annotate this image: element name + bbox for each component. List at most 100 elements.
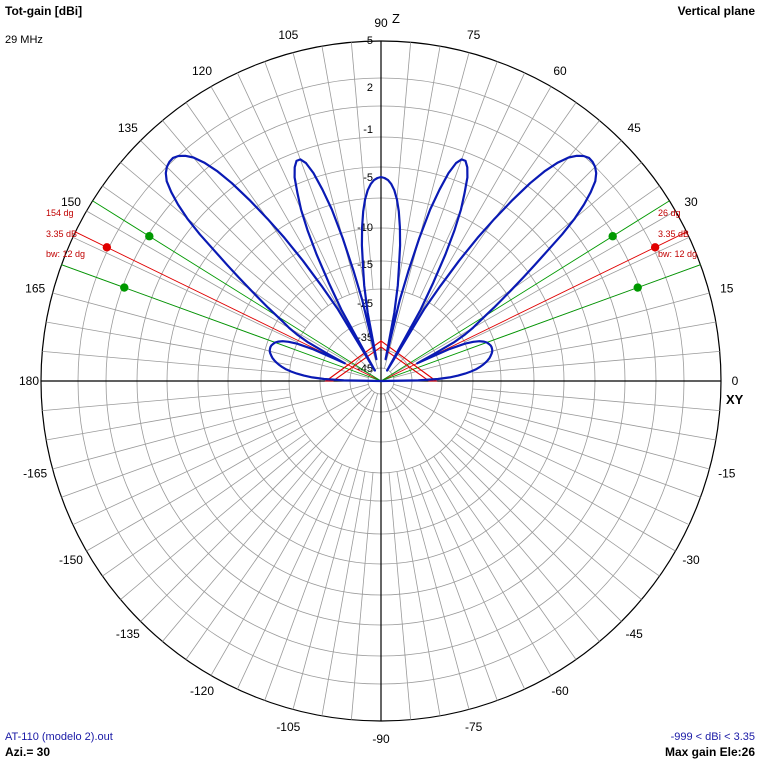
grid-spoke	[236, 72, 343, 298]
grid-spoke	[102, 433, 306, 577]
annotation-right-bw: bw: 12 dg	[658, 249, 697, 259]
grid-spoke	[451, 439, 642, 600]
angle-tick-label: -75	[465, 720, 483, 734]
grid-spoke	[321, 471, 366, 716]
grid-spoke	[471, 321, 716, 366]
grid-spoke	[439, 451, 600, 642]
polar-grid	[40, 40, 722, 722]
grid-spoke	[264, 467, 350, 701]
radial-tick-label: -15	[357, 259, 373, 271]
grid-spoke	[350, 42, 374, 290]
angle-tick-label: 135	[118, 121, 138, 135]
grid-spoke	[456, 433, 660, 577]
radial-tick-label: 5	[367, 35, 373, 47]
grid-spoke	[86, 210, 370, 375]
half-power-line-right	[380, 200, 670, 382]
half-power-line-left	[61, 264, 382, 382]
radiation-pattern	[164, 154, 598, 383]
file-name: AT-110 (modelo 2).out	[5, 731, 113, 743]
half-power-dot-left	[120, 283, 129, 292]
grid-spoke	[389, 140, 622, 373]
grid-spoke	[472, 388, 720, 412]
grid-spoke	[185, 456, 329, 660]
grid-spoke	[72, 419, 298, 526]
half-power-line-left	[92, 200, 382, 382]
angle-tick-label: 105	[278, 28, 298, 42]
radial-tick-label: -1	[363, 124, 373, 136]
grid-spoke	[412, 467, 498, 701]
grid-spoke	[162, 120, 323, 311]
grid-spoke	[396, 46, 441, 291]
grid-spoke	[412, 61, 498, 295]
annotation-right-gain: 3.35 dB	[658, 229, 689, 239]
angle-tick-label: -150	[59, 553, 83, 567]
radial-tick-label: 2	[367, 82, 373, 94]
angle-tick-label: -120	[190, 684, 214, 698]
grid-spoke	[350, 472, 374, 720]
max-gain-label: Max gain Ele:26	[664, 745, 755, 759]
grid-spoke	[464, 419, 690, 526]
grid-spoke	[387, 392, 552, 676]
half-power-dot-left	[145, 232, 154, 241]
grid-spoke	[392, 387, 676, 552]
grid-spoke	[451, 162, 642, 323]
radial-tick-label: -5	[363, 172, 373, 184]
gain-range: -999 < dBi < 3.35	[670, 731, 755, 743]
grid-spoke	[419, 464, 526, 690]
grid-spoke	[120, 439, 311, 600]
angle-tick-label: 30	[684, 195, 698, 209]
radial-tick-label: -25	[357, 298, 373, 310]
angle-tick-label: 180	[19, 374, 39, 388]
grid-spoke	[383, 52, 470, 369]
radial-ticks: 5 2 -1 -5 -10 -15 -25 -35 -45	[357, 35, 373, 375]
angle-tick-label: -165	[23, 467, 47, 481]
half-power-dot-right	[608, 232, 617, 241]
plane-label: Vertical plane	[677, 4, 755, 18]
annotation-right-angle: 26 dg	[658, 208, 681, 218]
xy-axis-label: XY	[726, 392, 744, 407]
angle-tick-label: 15	[720, 281, 734, 295]
grid-spoke	[264, 61, 350, 295]
azimuth-label: Azi.= 30	[5, 745, 51, 759]
grid-spoke	[61, 412, 295, 498]
grid-spoke	[383, 393, 470, 710]
annotation-left-angle: 154 dg	[46, 208, 74, 218]
grid-spoke	[464, 236, 690, 343]
angle-tick-label: 75	[467, 28, 481, 42]
grid-spoke	[388, 472, 412, 720]
angle-tick-label: -60	[551, 684, 569, 698]
grid-spoke	[162, 451, 323, 642]
annotation-left-bw: bw: 12 dg	[46, 249, 85, 259]
angle-tick-label: -15	[718, 467, 736, 481]
grid-spoke	[321, 46, 366, 291]
angle-tick-label: -45	[625, 627, 643, 641]
grid-spoke	[419, 72, 526, 298]
grid-spoke	[102, 185, 306, 329]
angle-tick-label: -90	[372, 732, 390, 746]
grid-spoke	[52, 292, 369, 379]
angle-tick-label: 60	[553, 64, 567, 78]
grid-spoke	[140, 140, 373, 373]
angle-tick-label: 45	[627, 121, 641, 135]
angle-ticks: 9075604530150-15-30-45-60-75-90-105-120-…	[19, 16, 739, 746]
angle-tick-label: -30	[682, 553, 700, 567]
angle-tick-label: -105	[276, 720, 300, 734]
grid-spoke	[236, 464, 343, 690]
grid-spoke	[42, 350, 290, 374]
grid-spoke	[46, 396, 291, 441]
radial-tick-label: -35	[357, 332, 373, 344]
grid-spoke	[46, 321, 291, 366]
grid-spoke	[439, 120, 600, 311]
beam-wedge-left	[324, 339, 382, 382]
radial-tick-label: -45	[357, 363, 373, 375]
grid-spoke	[393, 292, 710, 379]
grid-spoke	[292, 52, 379, 369]
angle-tick-label: 165	[25, 281, 45, 295]
grid-spoke	[471, 396, 716, 441]
half-power-line-right	[380, 264, 701, 382]
angle-tick-label: 0	[732, 374, 739, 388]
grid-spoke	[72, 236, 298, 343]
angle-tick-label: 150	[61, 195, 81, 209]
max-gain-dot-left	[102, 243, 112, 252]
